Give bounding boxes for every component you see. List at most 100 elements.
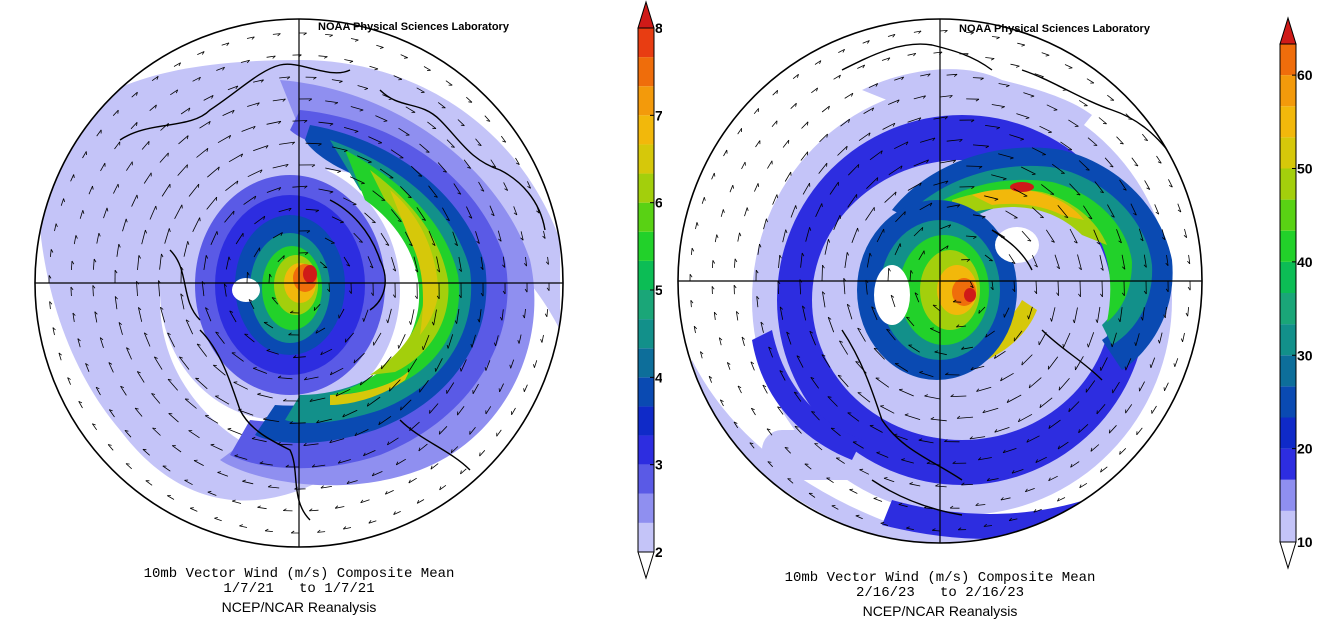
wind-vector-head [371,221,376,224]
wind-vector-head [430,465,433,470]
wind-vector [726,362,731,370]
wind-vector [360,374,373,386]
wind-vector-head [944,439,948,442]
wind-vector [203,255,207,270]
wind-vector [457,405,465,416]
wind-vector [978,306,986,314]
wind-vector [933,180,949,186]
colorbar-segment [638,348,654,378]
wind-vector-head [1050,317,1052,322]
wind-vector-head [846,252,850,256]
wind-vector [309,509,319,512]
wind-vector [1144,180,1151,190]
wind-vector [907,182,922,191]
wind-vector [398,334,406,349]
colorbar-segment [638,377,654,407]
wind-vector [1025,488,1035,493]
wind-vector-head [198,77,201,81]
wind-vector-head [235,85,239,90]
wind-vector-head [467,166,471,169]
wind-vector [484,115,491,122]
wind-vector-head [92,285,96,289]
wind-vector [914,292,920,303]
wind-vector-head [935,483,939,487]
wind-vector [292,120,308,122]
wind-vector [343,197,357,205]
wind-vector [919,137,936,143]
wind-vector-head [167,378,172,381]
wind-vector-head [329,191,334,194]
wind-vector [199,120,211,129]
wind-vector [469,427,476,435]
wind-vector [265,530,273,532]
wind-vector [886,329,896,341]
wind-vector-head [1021,44,1026,47]
wind-vector [134,407,143,417]
wind-vector [1125,404,1133,414]
wind-vector [729,184,734,193]
wind-vector [991,104,1005,107]
wind-vector [320,486,332,489]
wind-vector-head [809,330,814,334]
wind-vector [869,425,883,433]
colorbar-tick-label: 40 [655,369,662,385]
polar-map-left [34,18,564,548]
wind-vector [215,395,230,405]
wind-vector [939,95,953,98]
wind-vector [375,115,388,122]
wind-vector [786,331,792,345]
wind-vector-head [996,37,1000,40]
wind-vector-head [168,228,171,233]
wind-vector-head [286,76,291,80]
wind-vector [257,393,273,399]
wind-vector-head [894,191,897,196]
wind-vector-head [418,447,421,452]
wind-vector-head [822,264,825,269]
wind-vector [49,301,51,310]
wind-vector [227,428,242,435]
wind-vector [389,379,401,392]
wind-vector-head [264,528,269,532]
wind-vector [893,434,908,441]
wind-vector [994,427,1010,433]
wind-vector-head [811,411,815,413]
colorbar-segment [1280,417,1296,449]
wind-vector [998,153,1014,159]
wind-vector-head [996,127,1000,130]
wind-vector [410,165,423,177]
colorbar-tick-label: 30 [1297,347,1313,363]
wind-vector-head [180,293,184,297]
wind-vector [272,33,281,35]
wind-vector-head [1000,497,1004,501]
wind-vector-head [851,93,854,97]
wind-vector-head [329,371,333,376]
wind-vector [1151,405,1157,414]
wind-vector-head [94,311,98,315]
wind-vector-head [1057,445,1060,450]
wind-vector-head [362,318,365,322]
wind-vector [495,335,499,347]
wind-vector-head [1118,240,1122,244]
wind-vector-head [795,205,797,209]
wind-vector-head [288,207,292,212]
wind-vector [268,273,270,284]
wind-vector-head [1087,343,1089,348]
wind-vector [543,230,546,239]
wind-vector-head [990,286,994,291]
wind-vector [839,340,849,355]
wind-vector [149,104,157,112]
wind-vector [247,102,260,107]
wind-vector [171,445,182,453]
wind-vector-head [934,350,939,353]
wind-vector-head [99,337,104,341]
date-range: 1/7/21 to 1/7/21 [223,581,375,597]
wind-vector-head [446,218,450,222]
wind-vector [159,253,162,270]
wind-vector [472,383,479,394]
wind-vector [1063,332,1071,348]
wind-vector-head [50,249,54,253]
colorbar-segment [638,57,654,87]
wind-vector-head [809,227,812,231]
wind-vector-head [848,119,850,123]
wind-vector [1143,254,1147,268]
